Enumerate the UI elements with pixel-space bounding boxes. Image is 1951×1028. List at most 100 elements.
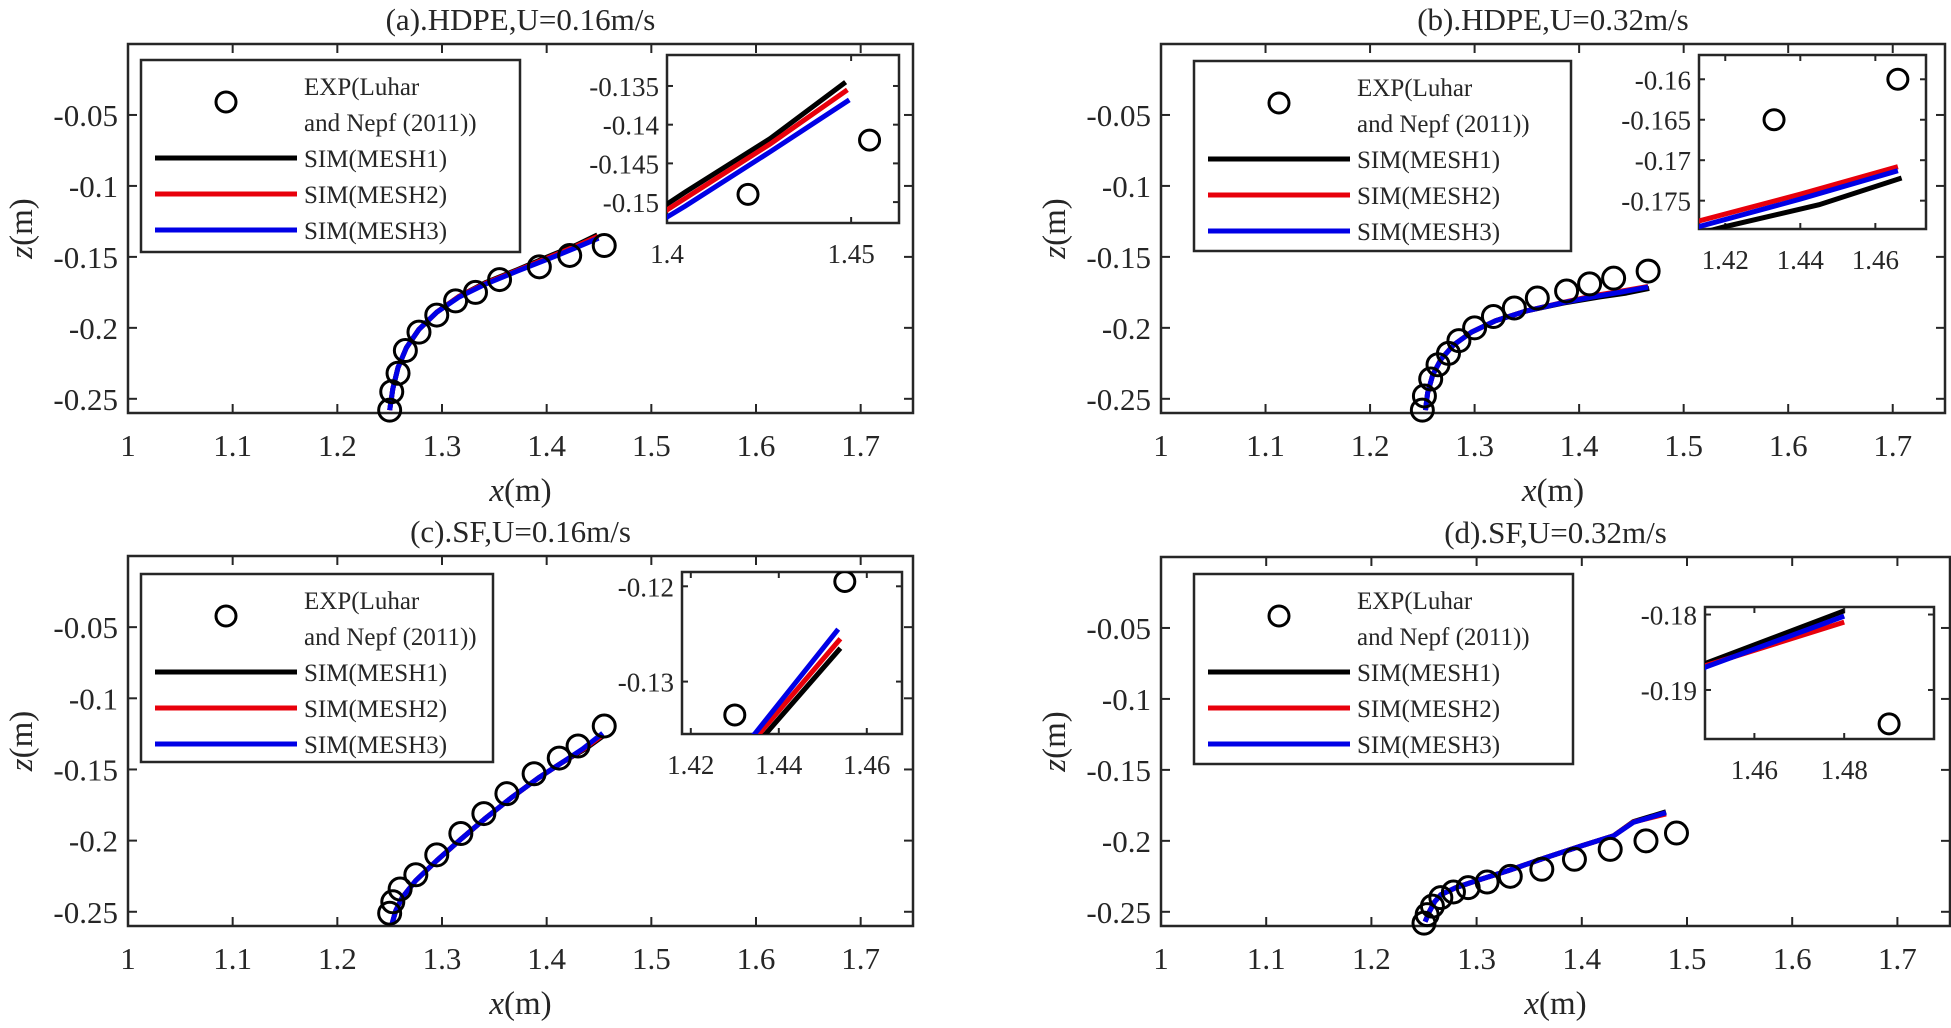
x-tick-label: 1.7: [1873, 428, 1912, 463]
inset-plot-area: [1705, 608, 1901, 736]
legend-label: SIM(MESH2): [304, 696, 447, 723]
inset-x-tick-label: 1.44: [755, 750, 803, 780]
y-tick-label: -0.05: [53, 98, 118, 133]
exp-point: [385, 360, 411, 386]
inset-plot-area: [667, 80, 882, 221]
inset-y-tick-label: -0.15: [603, 188, 659, 218]
plot-area: [1409, 258, 1661, 423]
inset-x-tick-label: 1.46: [1852, 245, 1899, 275]
y-axis-label: z(m): [4, 711, 40, 773]
plot-area: [377, 713, 617, 926]
exp-point: [1418, 366, 1444, 392]
inset-y-tick-label: -0.12: [618, 572, 674, 602]
x-tick-label: 1: [120, 941, 136, 976]
inset-x-tick-label: 1.45: [828, 239, 875, 269]
x-tick-label: 1.5: [1668, 941, 1707, 976]
panel-a: (a).HDPE,U=0.16m/s 1 1.1 1.2 1.3 1.4 1.5 1.6 1.7…: [4, 2, 915, 509]
exp-point: [591, 713, 617, 739]
plot-area: [1411, 809, 1689, 936]
panel-b: (b).HDPE,U=0.32m/s 1 1.1 1.2 1.3 1.4 1.5 1.6 1.7…: [1037, 2, 1947, 509]
exp-point: [1554, 278, 1580, 304]
series-line-sim-mesh1: [389, 733, 605, 926]
legend-label-exp-line2: and Nepf (2011)): [304, 624, 477, 651]
legend-label: SIM(MESH1): [304, 146, 447, 173]
inset-series-line-sim-mesh3: [1699, 168, 1899, 229]
exp-point: [1577, 271, 1603, 297]
x-axis-label: x(m): [488, 473, 551, 509]
inset-y-tick-label: -0.14: [603, 111, 660, 141]
y-tick-label: -0.05: [53, 610, 118, 645]
x-tick-label: 1.1: [1246, 428, 1285, 463]
legend-label-exp-line2: and Nepf (2011)): [304, 110, 477, 137]
x-axis-label: x(m): [1521, 473, 1584, 509]
legend-label-exp-line1: EXP(Luhar: [304, 588, 420, 615]
x-tick-label: 1.2: [318, 941, 357, 976]
x-tick-label: 1.1: [213, 428, 252, 463]
chart-title: (a).HDPE,U=0.16m/s: [386, 2, 656, 37]
inset-series-line-sim-mesh2: [1699, 164, 1899, 224]
y-tick-label: -0.25: [53, 895, 118, 930]
legend-marker-exp: [1267, 604, 1291, 628]
series-line-sim-mesh3: [1423, 284, 1649, 411]
y-tick-label: -0.15: [53, 240, 118, 275]
x-axis-label: x(m): [488, 986, 551, 1022]
inset-exp-point: [858, 128, 882, 152]
inset-series-line-sim-mesh2: [667, 87, 849, 213]
series-line-sim-mesh2: [387, 234, 600, 411]
y-tick-label: -0.1: [1102, 169, 1151, 204]
exp-point: [406, 319, 432, 345]
inset-exp-point: [723, 703, 747, 727]
inset-x-tick-label: 1.42: [667, 750, 714, 780]
legend-marker-exp: [214, 90, 238, 114]
legend-label-exp-line1: EXP(Luhar: [1357, 75, 1473, 102]
exp-point: [403, 862, 429, 888]
legend: EXP(Luhar and Nepf (2011)) SIM(MESH1) SIM(M…: [1192, 59, 1573, 253]
legend-box: [139, 572, 495, 764]
x-tick-label: 1.5: [632, 941, 671, 976]
x-tick-label: 1: [1153, 428, 1169, 463]
exp-point: [1440, 879, 1466, 905]
inset-y-tick-label: -0.17: [1635, 146, 1691, 176]
y-tick-label: -0.2: [69, 824, 118, 859]
inset-exp-point: [1877, 712, 1901, 736]
exp-point: [521, 761, 547, 787]
exp-point: [565, 733, 591, 759]
legend-label: SIM(MESH1): [1357, 660, 1500, 687]
legend-label: SIM(MESH1): [1357, 147, 1500, 174]
exp-point: [380, 889, 406, 915]
chart-title: (c).SF,U=0.16m/s: [410, 514, 631, 549]
y-tick-label: -0.25: [53, 382, 118, 417]
y-tick-label: -0.2: [1102, 824, 1151, 859]
exp-point: [462, 279, 488, 305]
axes-frame: [126, 554, 915, 928]
x-tick-label: 1.1: [1247, 941, 1286, 976]
legend-label-exp-line1: EXP(Luhar: [304, 74, 420, 101]
inset-exp-point: [1886, 67, 1910, 91]
legend-label: SIM(MESH3): [304, 218, 447, 245]
legend: EXP(Luhar and Nepf (2011)) SIM(MESH1) SIM(M…: [139, 572, 495, 764]
exp-point: [1462, 315, 1488, 341]
y-axis-label: z(m): [1037, 198, 1073, 260]
exp-point: [424, 842, 450, 868]
exp-point: [1411, 383, 1437, 409]
inset-y-tick-label: -0.145: [589, 149, 659, 179]
chart-title: (b).HDPE,U=0.32m/s: [1417, 2, 1689, 37]
exp-point: [526, 254, 552, 280]
inset-series-line-sim-mesh1: [1706, 175, 1903, 229]
x-tick-label: 1.5: [632, 428, 671, 463]
exp-point: [1529, 856, 1555, 882]
inset-x-tick-label: 1.44: [1777, 245, 1825, 275]
inset-frame: [680, 570, 904, 736]
inset-x-tick-label: 1.4: [650, 239, 684, 269]
x-tick-label: 1.3: [423, 428, 462, 463]
inset-y-tick-label: -0.175: [1621, 187, 1691, 217]
x-tick-label: 1.2: [1352, 941, 1391, 976]
axes-frame: [1159, 555, 1951, 928]
legend: EXP(Luhar and Nepf (2011)) SIM(MESH1) SIM(M…: [1192, 572, 1575, 766]
exp-point: [1497, 863, 1523, 889]
legend-marker-exp: [1267, 91, 1291, 115]
exp-point: [487, 267, 513, 293]
axes-frame: [1159, 42, 1947, 415]
plot-area: [377, 232, 617, 423]
